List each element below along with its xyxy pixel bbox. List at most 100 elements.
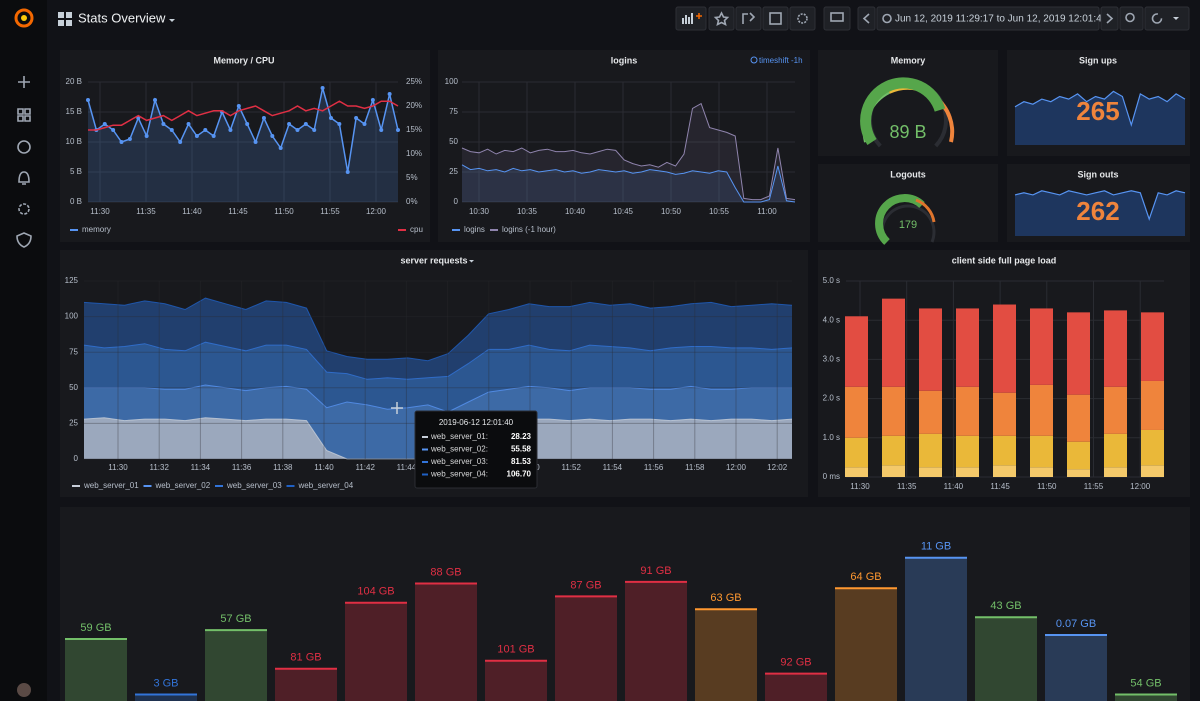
time-back-button[interactable]	[857, 6, 876, 31]
x-tick-label: 11:45	[228, 207, 248, 216]
data-point	[303, 122, 308, 126]
dashboard-title[interactable]: Stats Overview	[78, 10, 166, 25]
bar-segment	[1067, 469, 1090, 477]
panel-title[interactable]: logins	[611, 55, 638, 65]
sparkline-area	[1015, 190, 1185, 236]
x-tick-label: 10:45	[613, 207, 634, 216]
y-tick-label: 100	[445, 77, 459, 86]
gauge-arc	[860, 77, 946, 146]
time-range[interactable]: Jun 12, 2019 11:29:17 to Jun 12, 2019 12…	[895, 14, 1108, 25]
create-icon[interactable]	[18, 76, 30, 88]
panel-title[interactable]: Memory	[891, 55, 926, 65]
gauge-label: 63 GB	[710, 592, 741, 604]
x-tick-label: 11:35	[897, 482, 917, 491]
save-button[interactable]	[762, 6, 789, 31]
share-icon	[742, 12, 756, 24]
data-point	[203, 128, 208, 132]
settings-icon	[797, 13, 808, 24]
y-tick-label: 10 B	[66, 137, 82, 146]
panel-title[interactable]: Sign ups	[1079, 55, 1117, 65]
time-picker[interactable]	[876, 6, 1100, 31]
data-point	[354, 116, 359, 120]
bar-segment	[882, 298, 905, 387]
bar-segment	[919, 308, 942, 391]
star-button[interactable]	[708, 6, 735, 31]
config-icon[interactable]	[18, 203, 30, 215]
settings-button[interactable]	[789, 6, 816, 31]
legend-label: web_server_04	[298, 481, 354, 490]
bar-segment	[919, 467, 942, 477]
panel-title[interactable]: Memory / CPU	[213, 55, 274, 65]
data-point	[261, 116, 266, 120]
tooltip-value: 106.70	[507, 470, 532, 479]
share-button[interactable]	[735, 6, 762, 31]
x-tick-label: 11:36	[232, 463, 252, 472]
explore-icon[interactable]	[17, 140, 31, 154]
data-point	[396, 128, 400, 132]
legend-label: web_server_01	[83, 481, 139, 490]
legend-label: cpu	[410, 225, 423, 234]
bar-segment	[845, 316, 868, 387]
x-tick-label: 12:02	[767, 463, 788, 472]
data-point	[345, 170, 350, 174]
zoom-out-button[interactable]	[1119, 6, 1144, 31]
x-tick-label: 11:44	[397, 463, 417, 472]
gauge-label: 64 GB	[850, 571, 881, 583]
series-area	[462, 164, 795, 202]
bar-segment	[1067, 312, 1090, 395]
x-tick-label: 11:50	[1037, 482, 1057, 491]
bar-segment	[1141, 380, 1164, 430]
data-point	[144, 134, 149, 138]
cursor	[391, 402, 403, 414]
zoom-icon	[1125, 12, 1135, 23]
logo[interactable]	[14, 8, 34, 28]
panel-title[interactable]: Logouts	[890, 169, 926, 179]
bar-segment	[882, 435, 905, 466]
bar-segment	[1104, 386, 1127, 434]
bar-segment	[1067, 394, 1090, 442]
y-tick-label: 3.0 s	[823, 355, 840, 364]
tooltip-name: web_server_01:	[430, 432, 488, 441]
x-tick-label: 11:56	[644, 463, 664, 472]
y-tick-label: 4.0 s	[823, 315, 840, 324]
alerting-icon[interactable]	[18, 171, 30, 185]
dashboards-icon[interactable]	[17, 108, 31, 122]
panel-title[interactable]: Sign outs	[1078, 169, 1119, 179]
series-line	[461, 102, 796, 201]
legend-label: logins (-1 hour)	[502, 225, 556, 234]
data-point	[86, 98, 90, 102]
y-tick-label: 25%	[406, 77, 422, 86]
x-tick-label: 11:32	[149, 463, 169, 472]
y-tick-label: 125	[65, 276, 79, 285]
data-point	[337, 122, 342, 126]
bar-segment	[882, 465, 905, 477]
tv-mode-button[interactable]	[823, 6, 851, 31]
x-tick-label: 11:58	[685, 463, 705, 472]
gauge-bar	[975, 617, 1037, 701]
series-line	[88, 100, 399, 131]
x-tick-label: 11:40	[182, 207, 202, 216]
refresh-icon	[1151, 13, 1163, 24]
gauge-label: 3 GB	[153, 677, 178, 689]
series-line	[83, 341, 793, 380]
y-tick-label: 15 B	[66, 107, 82, 116]
bar-segment	[956, 435, 979, 468]
x-tick-label: 11:40	[314, 463, 334, 472]
tooltip-title: 2019-06-12 12:01:40	[439, 418, 514, 427]
admin-icon[interactable]	[16, 232, 32, 248]
bar-segment	[1141, 465, 1164, 477]
data-point	[245, 122, 250, 126]
data-point	[194, 134, 199, 138]
stat-value: 265	[1076, 96, 1119, 126]
refresh-button[interactable]	[1144, 6, 1190, 31]
user-avatar[interactable]	[17, 683, 31, 697]
data-point	[127, 137, 132, 141]
panel-title[interactable]: client side full page load	[952, 255, 1057, 265]
title-caret[interactable]	[469, 260, 474, 263]
panel-title[interactable]: server requests	[400, 255, 467, 265]
legend-label: memory	[82, 225, 111, 234]
sparkline	[1014, 190, 1186, 221]
x-tick-label: 12:00	[366, 207, 387, 216]
title-caret[interactable]	[169, 19, 175, 22]
time-forward-button[interactable]	[1100, 6, 1119, 31]
